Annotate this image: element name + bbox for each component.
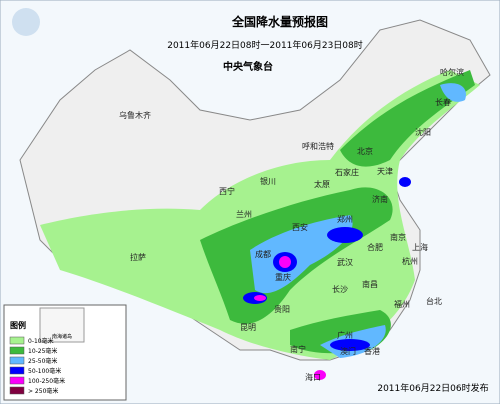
legend-swatch [9, 356, 25, 365]
city: 广州 [337, 330, 353, 340]
legend-label: 100-250毫米 [28, 377, 65, 385]
title: 全国降水量预报图 [231, 14, 328, 29]
legend-swatch [9, 336, 25, 345]
legend-label: 50-100毫米 [28, 367, 61, 375]
legend-swatch [9, 366, 25, 375]
inset-label: 南海诸岛 [52, 333, 72, 340]
city: 南昌 [362, 279, 378, 289]
inset-map [39, 307, 85, 343]
issuer: 中央气象台 [223, 60, 273, 73]
city: 南京 [390, 232, 406, 242]
city: 银川 [260, 176, 276, 186]
city: 福州 [394, 300, 410, 309]
logo [12, 8, 40, 36]
city: 太原 [314, 179, 330, 189]
city: 乌鲁木齐 [119, 110, 151, 120]
release-time: 2011年06月22日06时发布 [377, 382, 488, 394]
city: 南宁 [290, 344, 306, 354]
city: 哈尔滨 [440, 67, 464, 77]
legend-swatch [9, 386, 25, 395]
legend-swatch [9, 346, 25, 355]
city: 呼和浩特 [302, 141, 334, 151]
rain-areas [40, 70, 480, 380]
city: 上海 [412, 242, 428, 252]
city: 合肥 [367, 242, 383, 252]
city: 澳门 [340, 346, 356, 356]
city: 贵阳 [274, 304, 290, 314]
legend-label: 10-25毫米 [28, 347, 57, 355]
city: 兰州 [236, 209, 252, 219]
legend-label: 25-50毫米 [28, 357, 57, 365]
city: 济南 [372, 194, 388, 204]
city: 昆明 [240, 323, 256, 332]
city: 长沙 [332, 284, 348, 294]
city: 香港 [364, 346, 380, 356]
city: 杭州 [402, 256, 418, 266]
city: 长春 [435, 97, 451, 107]
city: 重庆 [275, 272, 291, 282]
city: 石家庄 [335, 167, 359, 177]
legend-label: > 250毫米 [28, 387, 58, 395]
legend-swatch [9, 376, 25, 385]
legend: 南海诸岛 图例 0-10毫米 10-25毫米 25-50毫米 50-100毫米 100-… [3, 304, 127, 401]
city: 海口 [305, 372, 321, 382]
city: 西安 [292, 222, 308, 232]
city: 北京 [357, 146, 373, 156]
city: 西宁 [219, 186, 235, 196]
legend-label: 0-10毫米 [28, 337, 54, 345]
legend-title: 图例 [10, 320, 26, 330]
city: 郑州 [337, 214, 353, 224]
city: 天津 [377, 166, 393, 176]
city: 台北 [426, 296, 442, 306]
city: 成都 [255, 249, 271, 259]
period: 2011年06月22日08时一2011年06月23日08时 [167, 39, 363, 51]
city: 沈阳 [415, 127, 431, 137]
city: 拉萨 [130, 252, 146, 262]
city: 武汉 [337, 257, 353, 267]
